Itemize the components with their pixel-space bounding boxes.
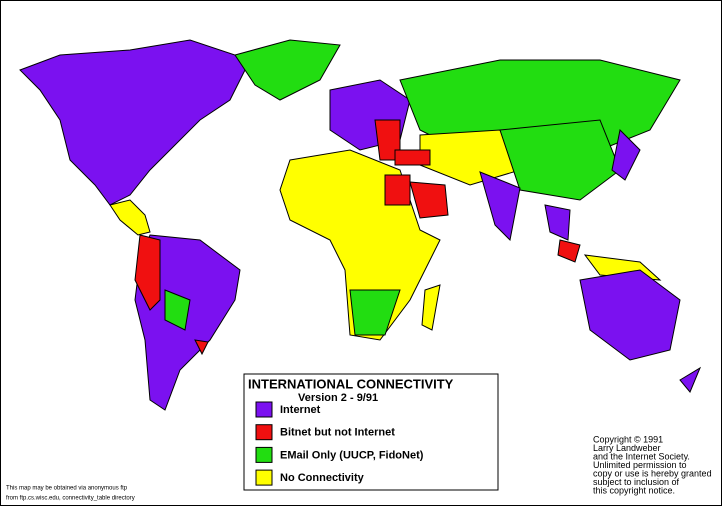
legend-box <box>243 373 499 491</box>
legend: INTERNATIONAL CONNECTIVITY Version 2 - 9… <box>243 373 499 491</box>
new-zealand <box>679 366 702 393</box>
legend-label: No Connectivity <box>280 472 365 484</box>
malaysia <box>557 239 581 263</box>
copyright-line: copy or use is hereby granted <box>593 468 712 478</box>
legend-version: Version 2 - 9/91 <box>298 392 378 404</box>
peru-region <box>134 234 161 311</box>
southern-africa <box>349 289 401 336</box>
copyright-line: Larry Landweber <box>593 443 661 453</box>
copyright-line: Copyright © 1991 <box>593 434 663 444</box>
world-map <box>19 39 702 411</box>
central-america <box>109 199 151 236</box>
turkey <box>394 149 431 166</box>
legend-title: INTERNATIONAL CONNECTIVITY <box>248 376 454 391</box>
legend-swatch <box>255 469 273 486</box>
japan <box>611 128 641 181</box>
greenland <box>234 39 341 101</box>
india <box>479 171 521 242</box>
legend-swatch <box>255 401 273 418</box>
southeast-asia <box>544 204 571 241</box>
legend-label: Internet <box>280 404 321 416</box>
australia <box>579 269 681 361</box>
copyright-line: Unlimited permission to <box>593 460 687 470</box>
egypt <box>384 174 411 206</box>
source-note: This map may be obtained via anonymous f… <box>6 486 135 502</box>
uruguay <box>194 339 209 356</box>
legend-label: Bitnet but not Internet <box>280 427 395 439</box>
south-america <box>134 234 241 411</box>
source-line: This map may be obtained via anonymous f… <box>6 486 128 492</box>
legend-swatch <box>255 446 273 463</box>
north-america <box>19 39 251 206</box>
copyright-line: this copyright notice. <box>593 485 675 495</box>
bolivia-paraguay <box>164 289 191 331</box>
source-line: from ftp.cs.wisc.edu, connectivity_table… <box>6 496 135 502</box>
madagascar <box>421 284 441 331</box>
copyright-line: and the Internet Society. <box>593 451 690 461</box>
saudi-arabia <box>409 181 449 219</box>
legend-swatch <box>255 424 273 441</box>
legend-label: EMail Only (UUCP, FidoNet) <box>280 449 424 461</box>
copyright-line: subject to inclusion of <box>593 477 680 487</box>
china <box>499 119 621 201</box>
